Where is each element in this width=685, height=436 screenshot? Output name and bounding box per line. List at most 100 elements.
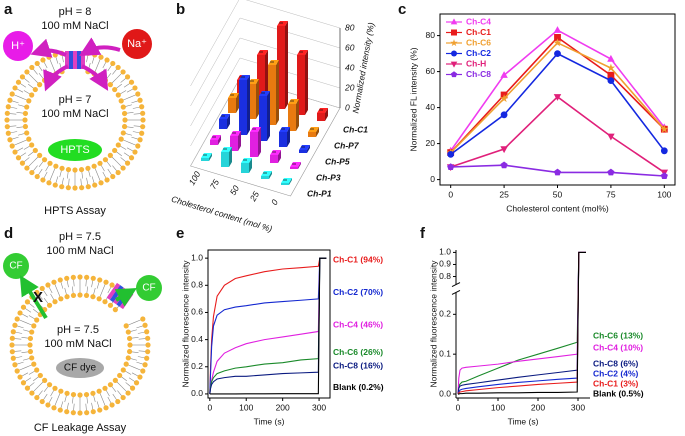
lipid-tail (85, 403, 87, 411)
series-line (209, 257, 327, 394)
y-tick-label: 0.2 (439, 309, 451, 319)
lipid-tail (61, 55, 64, 63)
lipid-tail (107, 396, 112, 404)
label: CF (9, 261, 22, 272)
bar (299, 150, 307, 153)
lipid-tail (18, 367, 26, 371)
lipid-head (46, 302, 53, 308)
marker (499, 94, 509, 103)
lipid-head (144, 355, 150, 361)
lipid-tail (52, 167, 56, 175)
lipid-tail (100, 68, 105, 76)
x-tick-label: 25 (247, 189, 261, 203)
lipid-head (79, 185, 85, 191)
lipid-tail (97, 174, 101, 182)
lipid-tail (136, 325, 144, 329)
lipid-tail (106, 161, 112, 167)
lipid-tail (16, 325, 24, 329)
lipid-head (24, 385, 31, 391)
bar-side (325, 108, 328, 121)
marker (554, 34, 561, 41)
lipid-tail (105, 389, 110, 397)
lipid-head (27, 348, 34, 355)
bar (250, 132, 258, 157)
cf-molecule (136, 275, 162, 301)
x-tick-label: 200 (276, 402, 290, 412)
lipid-tail (14, 338, 22, 340)
lipid-head (137, 137, 143, 143)
lipid-tail (122, 139, 130, 143)
lipid-head (26, 136, 32, 142)
lipid-tail (45, 68, 50, 76)
lipid-tail (28, 151, 34, 157)
lipid-head (137, 374, 143, 380)
lipid-tail (37, 293, 43, 300)
caption: CF Leakage Assay (34, 422, 127, 434)
lipid-tail (126, 126, 134, 128)
label: pH = 7.5 (59, 231, 101, 243)
y-tick-label: 1.0 (439, 247, 451, 257)
y-tick-label: 0.6 (191, 307, 203, 317)
lipid-tail (16, 361, 24, 365)
lipid-tail (28, 73, 34, 79)
series-label: Ch-P5 (325, 157, 350, 167)
lipid-head (118, 136, 124, 142)
lipid-head (145, 335, 151, 341)
lipid-head (5, 130, 11, 136)
marker (607, 54, 615, 62)
lipid-head (90, 390, 96, 396)
bar-side (229, 147, 232, 167)
lipid-tail (18, 319, 26, 323)
lipid-tail (43, 171, 48, 179)
series-label: Ch-C1 (3%) (593, 378, 639, 388)
lipid-tail (28, 370, 36, 375)
lipid-head (24, 165, 30, 171)
lipid-tail (37, 390, 43, 397)
x-tick-label: 300 (571, 402, 585, 412)
lipid-tail (130, 358, 138, 361)
lipid-tail (28, 161, 34, 167)
lipid-head (107, 82, 113, 88)
lipid-tail (28, 315, 36, 320)
lipid-tail (131, 100, 139, 104)
lipid-tail (21, 337, 29, 339)
bar (317, 113, 325, 121)
bar-top (317, 108, 328, 113)
marker (554, 50, 561, 57)
lipid-head (24, 130, 30, 136)
panel-label: b (176, 1, 185, 18)
bar-side (238, 131, 241, 151)
legend-label: Ch-C2 (466, 48, 491, 58)
lipid-head (45, 282, 51, 288)
lipid-tail (43, 386, 49, 392)
lipid-head (127, 342, 133, 348)
lipid-tail (14, 350, 22, 352)
lipid-head (31, 323, 37, 329)
series-line (209, 257, 327, 394)
lipid-tail (54, 399, 58, 407)
lipid-head (110, 60, 116, 67)
lipid-head (52, 299, 58, 305)
lipid-tail (117, 390, 123, 397)
lipid-head (77, 410, 83, 416)
lipid-tail (112, 68, 118, 75)
lipid-tail (126, 112, 134, 114)
panel-label: c (398, 1, 406, 18)
lipid-head (51, 279, 57, 285)
lipid-head (5, 104, 11, 110)
lipid-tail (116, 161, 122, 167)
lipid-tail (119, 90, 127, 95)
lipid-head (91, 163, 97, 169)
lipid-tail (16, 112, 24, 114)
x-tick-label: 0 (269, 197, 280, 206)
lipid-tail (94, 167, 98, 175)
lipid-head (22, 117, 28, 123)
bar-side (218, 135, 221, 145)
lipid-tail (131, 136, 139, 140)
lipid-head (102, 299, 108, 305)
lipid-head (64, 275, 70, 281)
legend-label: Ch-C8 (466, 69, 491, 79)
lipid-tail (68, 178, 70, 186)
y-tick-label: 0.8 (439, 271, 451, 281)
